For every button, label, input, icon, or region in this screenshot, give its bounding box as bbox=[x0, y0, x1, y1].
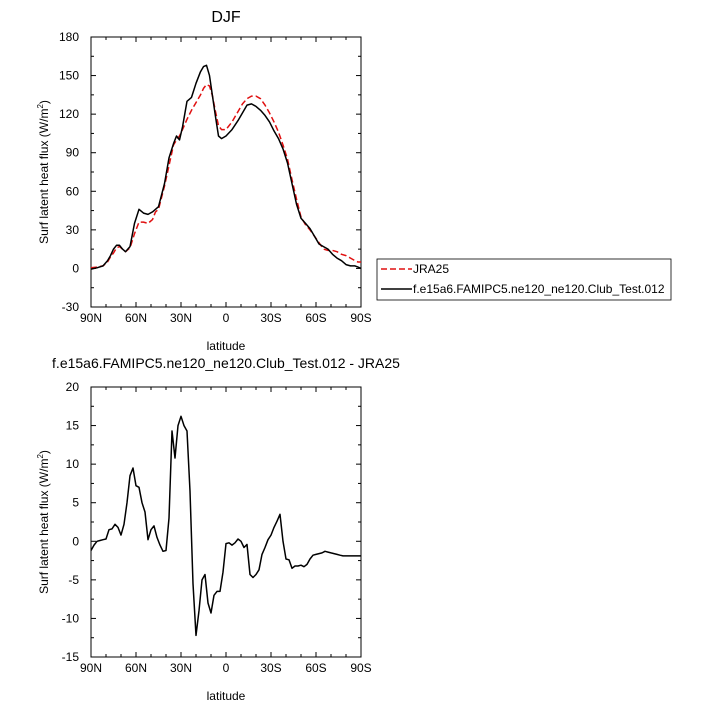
top-axis-ticks: 90N 60N 30N 0 30S 60S 90S -30 0 30 60 90 120 150 180 bbox=[59, 30, 372, 325]
top-xtick-label: 30S bbox=[260, 311, 281, 325]
difference-panel: f.e15a6.FAMIPC5.ne120_ne120.Club_Test.01… bbox=[36, 355, 400, 703]
bottom-series-difference-line bbox=[90, 415, 361, 637]
bottom-y-axis-label: Surf latent heat flux (W/m2) bbox=[36, 450, 51, 594]
bottom-xtick-label: 30S bbox=[260, 661, 281, 675]
top-ytick-label: 90 bbox=[66, 146, 80, 160]
top-plot-frame bbox=[90, 36, 362, 308]
mean-latent-heat-flux-panel: DJF 90N 60N 30N 0 30S 60S 90S -30 0 30 60 90 120 150 1… bbox=[36, 9, 672, 353]
bottom-ytick-label: 15 bbox=[66, 419, 80, 433]
bottom-xtick-label: 60N bbox=[125, 661, 147, 675]
bottom-xtick-label: 30N bbox=[170, 661, 192, 675]
bottom-ytick-label: 0 bbox=[72, 534, 79, 548]
top-xtick-label: 30N bbox=[170, 311, 192, 325]
bottom-axis-ticks: 90N 60N 30N 0 30S 60S 90S -15 -10 -5 0 5 10 15 20 bbox=[62, 380, 372, 675]
bottom-xtick-label: 90S bbox=[350, 661, 371, 675]
top-ytick-label: 180 bbox=[59, 30, 79, 44]
top-series-model-line bbox=[90, 64, 362, 270]
bottom-series-lines bbox=[90, 415, 361, 637]
top-ytick-label: 150 bbox=[59, 69, 79, 83]
bottom-xtick-label: 0 bbox=[223, 661, 230, 675]
top-xtick-label: 90N bbox=[80, 311, 102, 325]
legend-model-label: f.e15a6.FAMIPC5.ne120_ne120.Club_Test.01… bbox=[413, 282, 665, 296]
legend-box bbox=[376, 258, 672, 301]
legend-jra25-label: JRA25 bbox=[413, 262, 449, 276]
top-xtick-label: 0 bbox=[223, 311, 230, 325]
top-xtick-label: 90S bbox=[350, 311, 371, 325]
top-xtick-label: 60S bbox=[305, 311, 326, 325]
bottom-xtick-label: 60S bbox=[305, 661, 326, 675]
top-y-axis-label: Surf latent heat flux (W/m2) bbox=[36, 100, 51, 244]
top-xtick-label: 60N bbox=[125, 311, 147, 325]
bottom-chart-title: f.e15a6.FAMIPC5.ne120_ne120.Club_Test.01… bbox=[52, 355, 400, 371]
top-x-axis-label: latitude bbox=[207, 339, 246, 353]
bottom-ytick-label: 20 bbox=[66, 380, 80, 394]
bottom-x-axis-label: latitude bbox=[207, 689, 246, 703]
top-ytick-label: 60 bbox=[66, 184, 80, 198]
top-ytick-label: 120 bbox=[59, 107, 79, 121]
bottom-ytick-label: -10 bbox=[62, 611, 80, 625]
legend: JRA25 f.e15a6.FAMIPC5.ne120_ne120.Club_T… bbox=[376, 258, 672, 301]
bottom-ytick-label: -5 bbox=[68, 573, 79, 587]
top-ytick-label: 0 bbox=[72, 261, 79, 275]
bottom-plot-frame bbox=[90, 386, 362, 658]
bottom-ytick-label: 5 bbox=[72, 496, 79, 510]
bottom-xtick-label: 90N bbox=[80, 661, 102, 675]
bottom-ytick-label: -15 bbox=[62, 650, 80, 664]
top-ytick-label: 30 bbox=[66, 223, 80, 237]
top-series-lines bbox=[90, 64, 362, 270]
top-chart-title: DJF bbox=[211, 9, 241, 26]
bottom-ytick-label: 10 bbox=[66, 457, 80, 471]
top-ytick-label: -30 bbox=[62, 300, 80, 314]
